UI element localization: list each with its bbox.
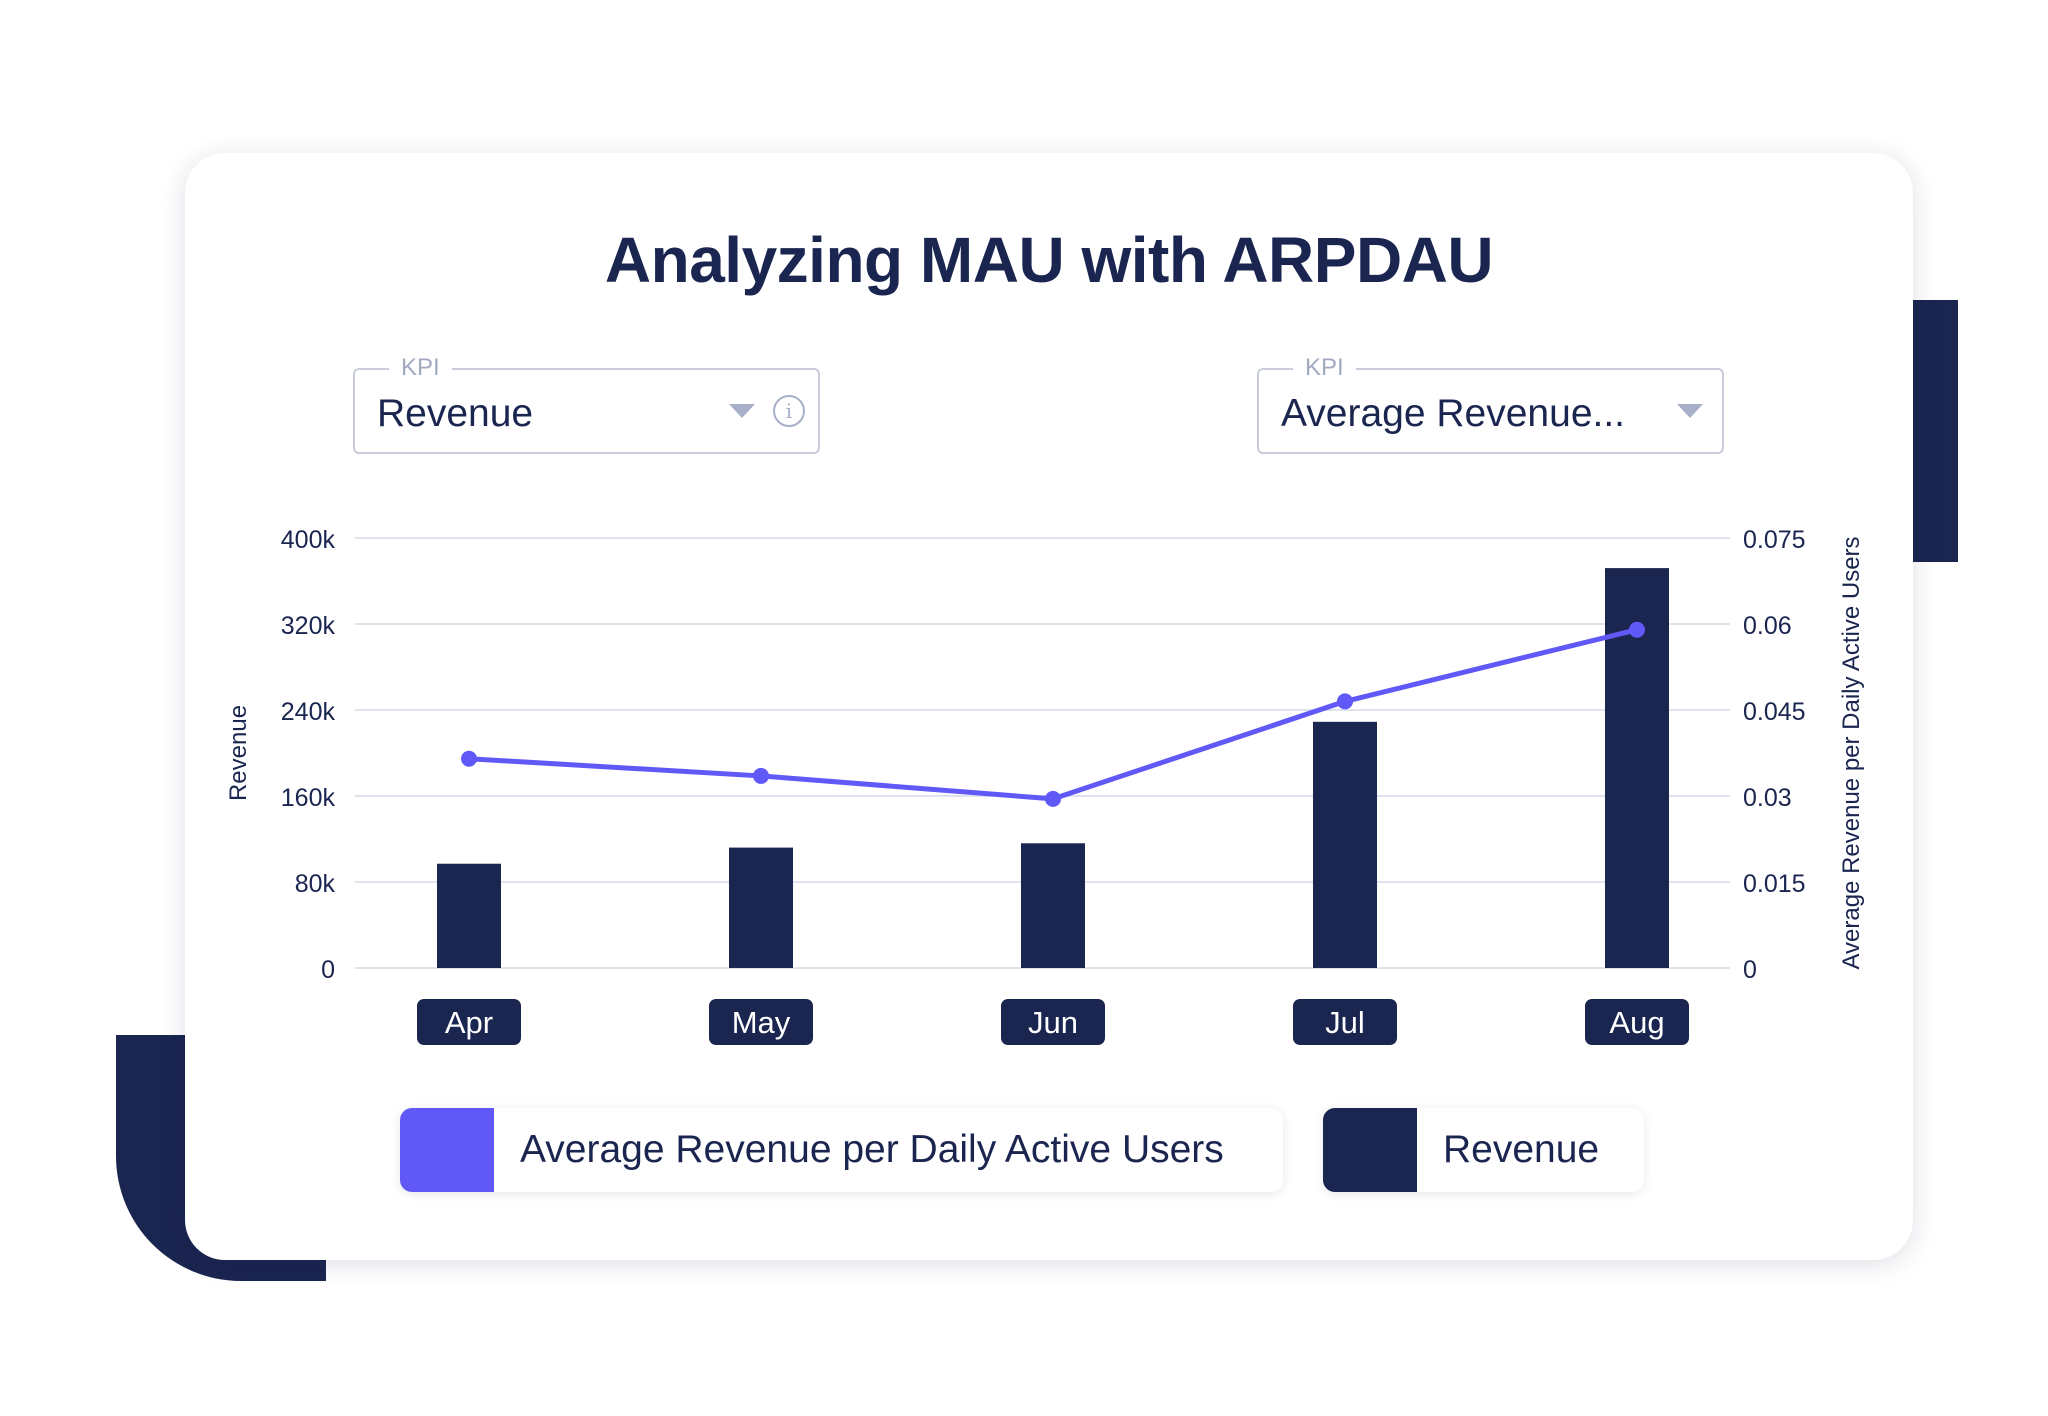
bar-revenue-jun — [1021, 843, 1085, 968]
category-label-may: May — [732, 1005, 791, 1040]
decorative-bar-right — [1906, 300, 1958, 562]
left-tick-label: 400k — [281, 526, 336, 554]
point-arpdau-may — [753, 767, 769, 784]
legend-label-revenue: Revenue — [1443, 1128, 1600, 1171]
left-tick-label: 0 — [321, 956, 335, 984]
category-label-aug: Aug — [1609, 1005, 1664, 1040]
category-pill-aug — [1585, 999, 1689, 1045]
legend-item-arpdau[interactable]: Average Revenue per Daily Active Users — [400, 1108, 1283, 1192]
left-axis-title: Revenue — [225, 705, 252, 801]
point-arpdau-jul — [1337, 693, 1353, 710]
legend-swatch-revenue — [1323, 1108, 1417, 1192]
info-icon[interactable]: i — [773, 395, 805, 427]
chart-title: Analyzing MAU with ARPDAU — [604, 224, 1494, 296]
category-pill-may — [709, 999, 813, 1045]
right-tick-label: 0.015 — [1743, 870, 1806, 898]
right-axis-title: Average Revenue per Daily Active Users — [1838, 536, 1865, 969]
legend-item-revenue[interactable]: Revenue — [1323, 1108, 1644, 1192]
category-label-jul: Jul — [1325, 1005, 1365, 1040]
line-arpdau — [468, 627, 1638, 802]
bar-revenue-may — [729, 847, 793, 968]
left-tick-label: 160k — [281, 784, 336, 812]
category-pill-jun — [1001, 999, 1105, 1045]
left-tick-label: 320k — [281, 612, 336, 640]
kpi-select-revenue[interactable]: KPI Revenue i — [353, 354, 820, 454]
kpi-select-value: Average Revenue... — [1281, 392, 1626, 435]
point-arpdau-aug — [1629, 621, 1645, 638]
kpi-select-value: Revenue — [377, 392, 534, 435]
left-tick-label: 80k — [295, 870, 336, 898]
right-tick-label: 0 — [1743, 956, 1757, 984]
combo-chart: 0 80k 160k 240k 320k 400k 0 0.015 0.03 0.045 0.06 0… — [225, 526, 1865, 1045]
category-pill-jul — [1293, 999, 1397, 1045]
right-tick-label: 0.045 — [1743, 698, 1806, 726]
left-tick-label: 240k — [281, 698, 336, 726]
category-label-jun: Jun — [1028, 1005, 1078, 1040]
category-pill-apr — [417, 999, 521, 1045]
point-arpdau-jun — [1045, 790, 1061, 807]
kpi-select-arpdau[interactable]: KPI Average Revenue... — [1257, 354, 1724, 454]
kpi-label: KPI — [1293, 354, 1356, 382]
bar-revenue-apr — [437, 863, 501, 968]
legend-swatch-arpdau — [400, 1108, 494, 1192]
chart-card: Analyzing MAU with ARPDAU KPI Revenue i … — [185, 153, 1913, 1260]
bar-revenue-jul — [1313, 721, 1377, 968]
right-tick-label: 0.06 — [1743, 612, 1792, 640]
right-tick-label: 0.03 — [1743, 784, 1792, 812]
point-arpdau-apr — [461, 750, 477, 767]
right-tick-label: 0.075 — [1743, 526, 1806, 554]
chevron-down-icon[interactable] — [729, 404, 755, 418]
legend-label-arpdau: Average Revenue per Daily Active Users — [520, 1128, 1224, 1171]
chevron-down-icon[interactable] — [1677, 404, 1703, 418]
category-label-apr: Apr — [445, 1005, 493, 1040]
kpi-label: KPI — [389, 354, 452, 382]
